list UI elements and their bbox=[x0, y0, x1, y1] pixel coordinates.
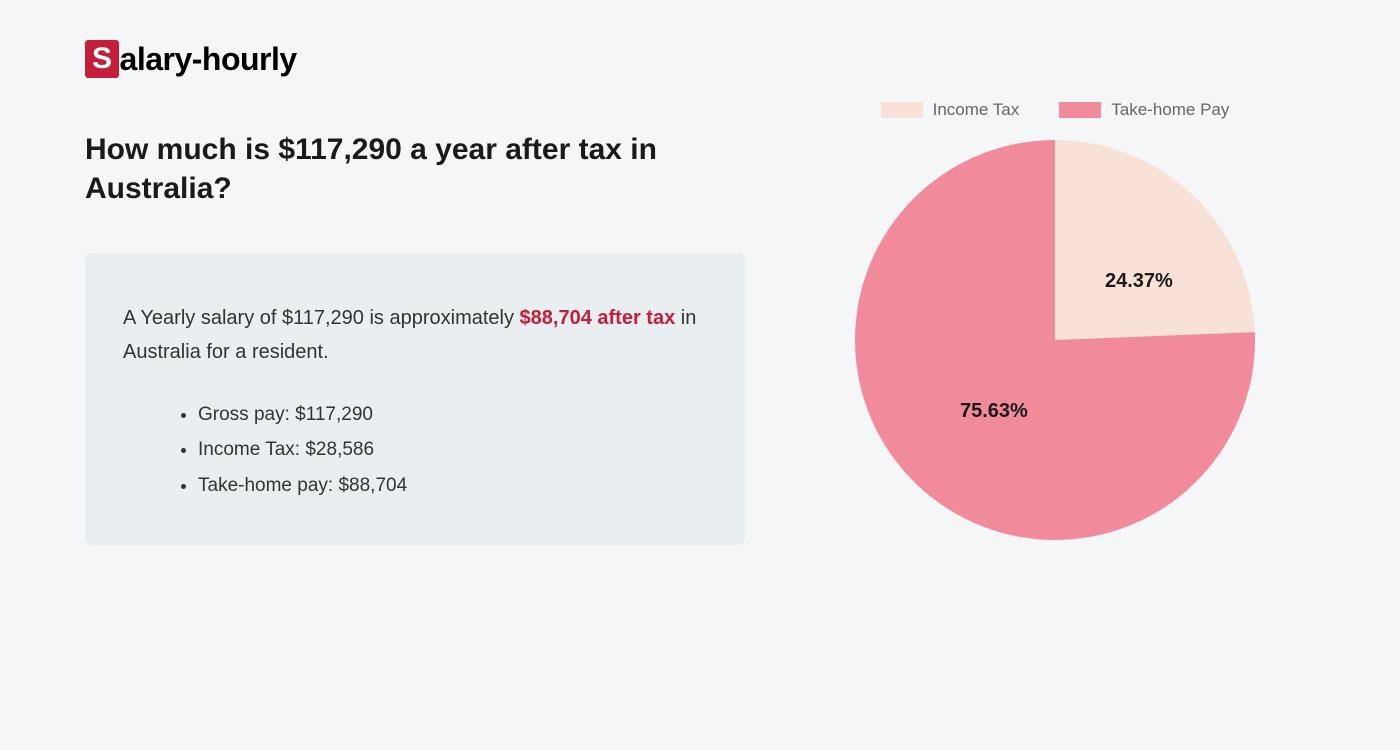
logo-rest: alary-hourly bbox=[120, 41, 297, 78]
logo-first-char: S bbox=[85, 40, 119, 78]
summary-highlight: $88,704 after tax bbox=[520, 307, 676, 329]
legend-item-income-tax: Income Tax bbox=[881, 100, 1020, 120]
legend-swatch-icon bbox=[1059, 102, 1101, 118]
page-heading: How much is $117,290 a year after tax in… bbox=[85, 130, 745, 208]
list-item: Income Tax: $28,586 bbox=[198, 434, 707, 465]
pie-chart: 24.37% 75.63% bbox=[855, 140, 1255, 540]
list-item: Gross pay: $117,290 bbox=[198, 399, 707, 430]
breakdown-list: Gross pay: $117,290 Income Tax: $28,586 … bbox=[123, 399, 707, 501]
slice-label-income-tax: 24.37% bbox=[1105, 270, 1173, 293]
summary-prefix: A Yearly salary of $117,290 is approxima… bbox=[123, 307, 520, 329]
legend-label: Take-home Pay bbox=[1111, 100, 1229, 120]
summary-box: A Yearly salary of $117,290 is approxima… bbox=[85, 253, 745, 545]
legend-swatch-icon bbox=[881, 102, 923, 118]
pie-slice bbox=[1055, 140, 1255, 340]
list-item: Take-home pay: $88,704 bbox=[198, 470, 707, 501]
legend-label: Income Tax bbox=[933, 100, 1020, 120]
legend-item-takehome: Take-home Pay bbox=[1059, 100, 1229, 120]
chart-legend: Income Tax Take-home Pay bbox=[830, 100, 1280, 120]
slice-label-takehome: 75.63% bbox=[960, 400, 1028, 423]
main-content: How much is $117,290 a year after tax in… bbox=[85, 130, 745, 545]
site-logo: Salary-hourly bbox=[85, 40, 297, 78]
summary-text: A Yearly salary of $117,290 is approxima… bbox=[123, 301, 707, 369]
pie-chart-svg bbox=[855, 140, 1255, 540]
pie-chart-area: Income Tax Take-home Pay 24.37% 75.63% bbox=[830, 100, 1280, 540]
